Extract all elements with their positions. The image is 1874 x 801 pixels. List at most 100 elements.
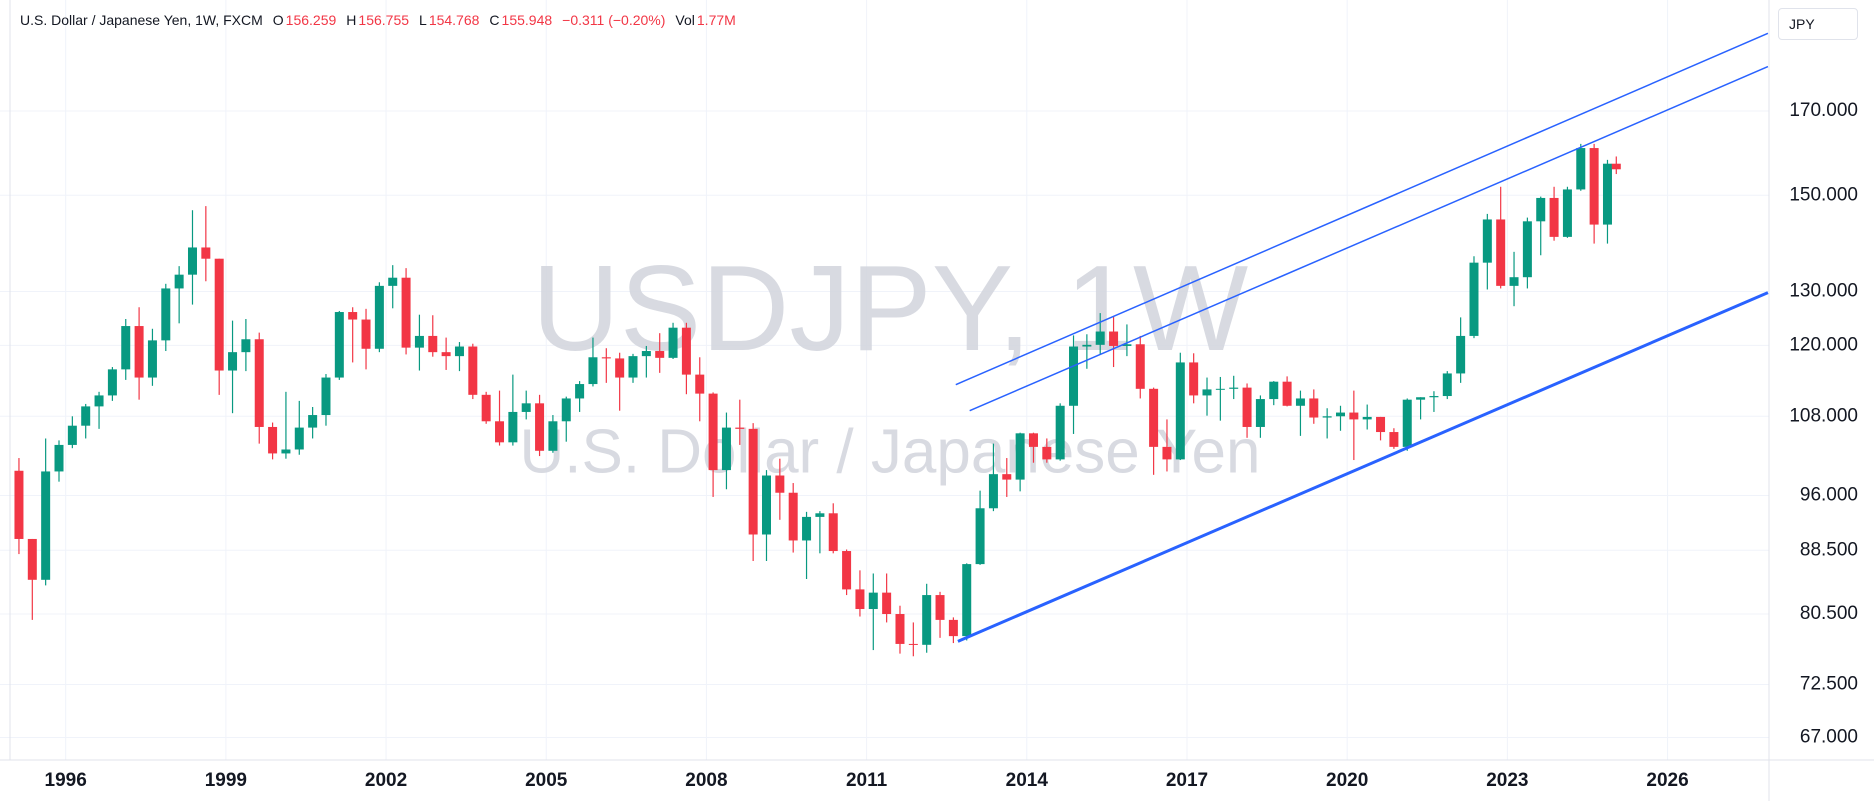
candle-body [268, 426, 278, 454]
candle-body [468, 346, 478, 395]
candle-body [1402, 399, 1412, 447]
candle-body [1429, 396, 1439, 398]
candle-body [748, 428, 758, 535]
candle-body [334, 312, 344, 378]
candle-body [1055, 405, 1065, 460]
candle-body [908, 643, 918, 645]
candle-body [655, 351, 665, 358]
candle-body [1309, 398, 1319, 418]
trend-line [969, 65, 1769, 412]
candle-body [1442, 373, 1452, 397]
candle-body [1482, 219, 1492, 263]
candle-body [1229, 387, 1239, 389]
candle-body [441, 352, 451, 357]
candle-body [948, 619, 958, 637]
candle-body [895, 614, 905, 644]
candle-body [641, 351, 651, 357]
candle-body [1576, 148, 1586, 190]
candle-body [1015, 433, 1025, 480]
candle-body [1562, 189, 1572, 237]
candle-body [1135, 344, 1145, 389]
candle-body [962, 564, 972, 637]
candle-body [1082, 344, 1092, 347]
candle-body [41, 471, 51, 580]
currency-button[interactable]: JPY [1778, 8, 1858, 40]
candle-body [121, 326, 131, 370]
candle-body [535, 403, 545, 451]
candle-body [761, 475, 771, 535]
candle-body [1149, 388, 1159, 447]
candle-body [561, 398, 571, 422]
trend-line [955, 32, 1769, 386]
candle-body [1389, 432, 1399, 447]
y-tick-label: 96.000 [1800, 485, 1858, 506]
watermark-title: USDJPY, 1W [532, 240, 1248, 376]
candle-body [842, 551, 852, 590]
candle-body [428, 335, 438, 353]
candle-body [401, 277, 411, 348]
candle-body [575, 384, 585, 399]
candle-body [214, 258, 224, 371]
x-tick-label: 2005 [525, 770, 568, 791]
x-tick-label: 2020 [1326, 770, 1368, 791]
candle-body [708, 393, 718, 471]
x-tick-label: 2026 [1646, 770, 1688, 791]
candle-body [187, 247, 197, 275]
candle-body [321, 377, 331, 416]
candle-body [1255, 399, 1265, 427]
candle-body [174, 274, 184, 289]
candle-body [1589, 148, 1599, 225]
candle-body [922, 595, 932, 645]
candle-body [1042, 446, 1052, 460]
x-tick-label: 1999 [205, 770, 247, 791]
candle-body [788, 492, 798, 541]
candle-body [988, 474, 998, 509]
candle-body [668, 327, 678, 358]
candle-body [414, 335, 424, 348]
candle-body [855, 589, 865, 610]
candle-body [201, 247, 211, 259]
candle-body [388, 277, 398, 286]
candle-body [588, 357, 598, 385]
candle-body [975, 508, 985, 565]
field-value: 154.768 [428, 12, 480, 28]
candle-body [775, 475, 785, 493]
symbol: U.S. Dollar / Japanese Yen, 1W, FXCM [20, 12, 263, 28]
candle-body [1215, 388, 1225, 390]
y-tick-label: 130.000 [1789, 281, 1858, 302]
y-tick-label: 108.000 [1789, 405, 1858, 426]
candle-body [241, 339, 251, 353]
candle-body [1095, 331, 1105, 345]
candle-body [1456, 335, 1466, 374]
candle-body [1611, 163, 1621, 170]
candle-body [1496, 219, 1506, 286]
candle-body [81, 406, 91, 426]
field-label: L [419, 12, 427, 28]
candle-body [628, 356, 638, 378]
candle-body [27, 538, 37, 580]
candle-body [815, 513, 825, 517]
candle-body [1509, 277, 1519, 286]
candle-body [521, 403, 531, 412]
candle-body [508, 411, 518, 443]
candle-body [308, 415, 318, 428]
candle-body [294, 427, 304, 450]
candle-body [1522, 221, 1532, 278]
y-tick-label: 72.500 [1800, 673, 1858, 694]
candle-body [1175, 362, 1185, 460]
field-label: H [346, 12, 357, 28]
y-tick-label: 67.000 [1800, 727, 1858, 748]
candle-body [828, 513, 838, 552]
candle-body [735, 427, 745, 429]
candle-body [1269, 381, 1279, 400]
x-tick-label: 2023 [1486, 770, 1528, 791]
candle-body [1282, 381, 1292, 406]
candle-body [348, 312, 358, 320]
candle-body [14, 470, 24, 539]
trend-line [957, 291, 1769, 643]
candle-body [1002, 474, 1012, 480]
candle-body [1242, 387, 1252, 427]
candle-body [1122, 344, 1132, 346]
candle-body [1602, 163, 1612, 225]
